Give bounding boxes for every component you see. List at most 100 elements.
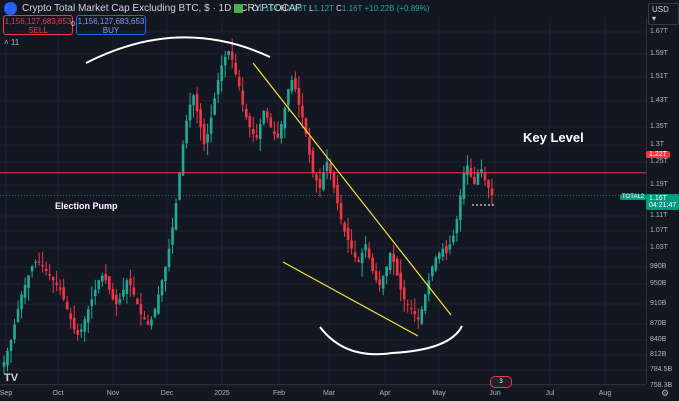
candle-body: [220, 65, 223, 82]
bar-countdown: 04:21:47: [649, 202, 677, 209]
price-axis-label: 1.51T: [650, 73, 668, 80]
candle-body: [51, 276, 55, 281]
flag-icon[interactable]: [234, 4, 243, 13]
candle-body: [392, 253, 395, 262]
candle-body: [269, 117, 273, 128]
buy-label: BUY: [102, 26, 120, 35]
candle-body: [402, 287, 406, 300]
time-axis-label: 2025: [214, 390, 230, 397]
candle-body: [223, 56, 227, 66]
candle-body: [27, 275, 30, 288]
candle-body: [459, 195, 462, 220]
time-axis-label: Apr: [379, 390, 391, 397]
candle-body: [455, 219, 459, 234]
candle-body: [283, 107, 287, 129]
tradingview-logo[interactable]: TV: [4, 372, 19, 384]
candle-body: [490, 188, 494, 196]
price-axis-label: 1.07T: [650, 227, 668, 234]
candle-body: [483, 173, 487, 181]
candle-body: [441, 248, 445, 257]
candle-body: [122, 289, 125, 297]
sell-label: SELL: [28, 26, 48, 35]
candle-body: [65, 301, 69, 310]
time-axis-label: Feb: [272, 390, 286, 397]
low-value: 1.12T: [313, 4, 334, 13]
candle-body: [23, 284, 27, 298]
key-level-annotation[interactable]: Key Level: [523, 130, 584, 145]
candle-body: [301, 105, 304, 118]
candle-body: [9, 340, 13, 351]
price-axis-label: 1.35T: [650, 123, 668, 130]
candle-body: [97, 280, 101, 290]
settings-gear-icon[interactable]: ⚙: [661, 388, 670, 398]
candle-body: [374, 270, 378, 281]
candle-body: [104, 273, 108, 281]
symbol-title[interactable]: Crypto Total Market Cap Excluding BTC, $…: [22, 3, 303, 14]
bottom-arc[interactable]: [319, 325, 463, 356]
candle-body: [258, 124, 262, 139]
candle-body: [167, 248, 171, 267]
candle-body: [487, 179, 490, 188]
candle-body: [234, 62, 238, 75]
current-price: 1.16T: [649, 195, 667, 202]
candle-body: [115, 294, 118, 305]
candle-body: [280, 124, 283, 139]
candle-body: [188, 104, 192, 121]
price-axis-label: 1.3T: [650, 141, 665, 148]
candle-body: [48, 274, 51, 276]
candle-body: [480, 169, 483, 174]
time-axis-label: Aug: [598, 390, 612, 397]
candle-body: [30, 266, 34, 272]
candle-body: [416, 317, 420, 320]
price-axis-label: 1.43T: [650, 97, 668, 104]
candle-body: [41, 264, 44, 267]
price-axis-label: 840B: [650, 336, 667, 343]
symbol-logo-icon: [4, 2, 17, 15]
candle-body: [6, 350, 9, 366]
top-arc[interactable]: [85, 36, 271, 64]
candle-body: [423, 294, 427, 311]
candle-body: [297, 88, 301, 105]
time-axis-label: Oct: [52, 390, 64, 397]
candle-body: [434, 257, 438, 271]
candle-body: [357, 259, 360, 262]
candle-body: [101, 275, 104, 282]
candle-body: [266, 111, 269, 118]
candle-body: [206, 134, 209, 143]
indicator-badge[interactable]: 3: [490, 376, 512, 388]
candle-body: [371, 257, 374, 272]
price-axis-label: 870B: [650, 320, 667, 327]
candle-body: [413, 310, 417, 315]
election-pump-annotation[interactable]: Election Pump: [55, 201, 118, 211]
sell-button[interactable]: 1,156,127,683,653 SELL: [3, 15, 73, 35]
candle-body: [304, 118, 308, 135]
candle-body: [381, 275, 385, 289]
candle-body: [20, 294, 23, 310]
candle-body: [409, 308, 413, 310]
candle-body: [445, 245, 448, 254]
candle-body: [132, 287, 136, 295]
currency-selector[interactable]: USD ▾: [648, 3, 679, 25]
candle-body: [111, 288, 115, 300]
buy-button[interactable]: 1,156,127,683,653 BUY: [76, 15, 146, 35]
lower-trendline[interactable]: [282, 261, 419, 337]
candle-body: [406, 303, 410, 305]
candle-body: [174, 203, 178, 230]
candle-body: [160, 280, 164, 296]
indicators-toggle[interactable]: ˄ 11: [4, 38, 20, 47]
candle-body: [178, 172, 181, 200]
change-value: +10.22B (+0.89%): [364, 4, 430, 13]
candle-body: [125, 280, 129, 294]
candle-body: [448, 244, 452, 250]
candle-body: [473, 176, 476, 184]
candle-body: [181, 144, 185, 176]
candle-body: [452, 235, 455, 243]
candle-body: [153, 309, 157, 317]
current-price-tag: 1.16T 04:21:47: [646, 194, 679, 210]
price-axis-label: 1.03T: [650, 244, 668, 251]
candle-body: [118, 299, 122, 304]
candle-body: [136, 298, 139, 305]
upper-trendline[interactable]: [252, 62, 452, 316]
